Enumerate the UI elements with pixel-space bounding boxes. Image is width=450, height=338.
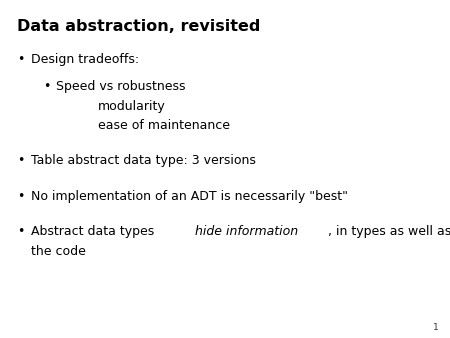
Text: •: • bbox=[17, 154, 24, 167]
Text: the code: the code bbox=[31, 245, 86, 258]
Text: , in types as well as in: , in types as well as in bbox=[328, 225, 450, 238]
Text: Data abstraction, revisited: Data abstraction, revisited bbox=[17, 19, 261, 33]
Text: •: • bbox=[17, 190, 24, 202]
Text: Design tradeoffs:: Design tradeoffs: bbox=[31, 53, 139, 66]
Text: No implementation of an ADT is necessarily "best": No implementation of an ADT is necessari… bbox=[31, 190, 347, 202]
Text: •: • bbox=[17, 225, 24, 238]
Text: modularity: modularity bbox=[98, 100, 166, 113]
Text: 1: 1 bbox=[433, 323, 439, 332]
Text: •: • bbox=[43, 80, 50, 93]
Text: Abstract data types: Abstract data types bbox=[31, 225, 158, 238]
Text: Speed vs robustness: Speed vs robustness bbox=[56, 80, 186, 93]
Text: hide information: hide information bbox=[195, 225, 298, 238]
Text: ease of maintenance: ease of maintenance bbox=[98, 119, 230, 132]
Text: Table abstract data type: 3 versions: Table abstract data type: 3 versions bbox=[31, 154, 256, 167]
Text: •: • bbox=[17, 53, 24, 66]
